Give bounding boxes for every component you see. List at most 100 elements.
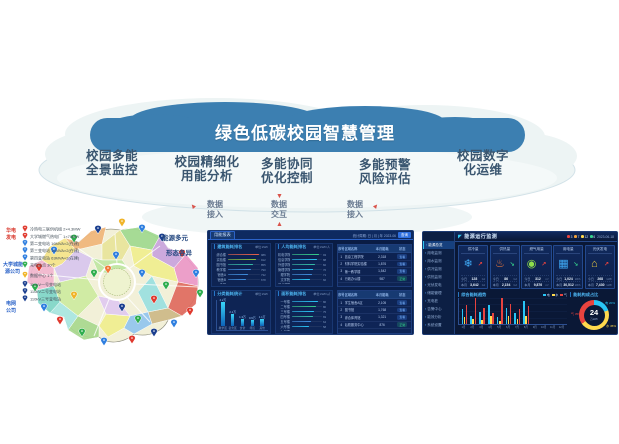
legend-pin-icon: [22, 239, 28, 247]
arrow-down-icon: ▼: [276, 193, 283, 200]
map-pin-icon[interactable]: [50, 246, 58, 256]
table-row: 3 综合体育馆 1,321 查看: [338, 314, 411, 322]
capability-line: 校园数字: [456, 149, 509, 163]
map-pin-icon[interactable]: [78, 328, 86, 338]
trend-arrow-icon: ↗: [603, 262, 609, 269]
sidebar-item[interactable]: ▪ 告警中心: [425, 306, 442, 312]
map-pin-icon[interactable]: [186, 307, 194, 317]
map-pin-icon[interactable]: [56, 316, 64, 326]
legend-item: 电: [543, 293, 550, 297]
status-badge[interactable]: 查看: [397, 307, 408, 313]
legend-text: 110kV一号变电站: [30, 281, 61, 287]
map-pin-icon[interactable]: [162, 281, 170, 291]
connector-data-access-right: 数据 接入: [338, 200, 372, 219]
map-pin-icon[interactable]: [196, 289, 204, 299]
sidebar-item[interactable]: ▪ 供热监测: [425, 274, 442, 280]
map-pin-icon[interactable]: [138, 224, 146, 234]
table-row: 1 信息工程学院 2,318 查看: [338, 253, 411, 261]
capability-line: 校园多能: [85, 149, 138, 163]
map-pin-icon[interactable]: [158, 233, 166, 243]
capability-line: 风险评估: [358, 172, 411, 186]
sidebar-item[interactable]: ▪ 系统设置: [425, 322, 442, 328]
sidebar-item[interactable]: ▪ 充电桩: [425, 298, 439, 304]
kpi-card[interactable]: 光伏发电 ⌂ ↗ 今日 268 kWh 本月 7,430 kWh: [584, 245, 616, 289]
capability-analysis: 校园精细化 用能分析: [153, 155, 261, 183]
legend-text: 第二变电站 16MVA×2(在建): [30, 240, 80, 246]
ranking-table-2: 序号 区域名称 本月能耗 状态 1 学生宿舍A区 2,105 查看 2 图书馆 1,768 查看 3 综合…: [337, 290, 412, 334]
map-pin-icon[interactable]: [150, 328, 158, 338]
trend-title: 综合能耗趋势: [458, 292, 486, 298]
sidebar-item[interactable]: ▪ 光伏发电: [425, 282, 442, 288]
status-badge[interactable]: 查看: [397, 261, 408, 267]
map-pin-icon[interactable]: [112, 251, 120, 261]
legend-item: 水: [551, 293, 558, 297]
status-badge[interactable]: 查看: [397, 254, 408, 259]
donut-section: 能耗构成占比 24 万kWh 电 20% 水 45% 气 35%: [570, 291, 617, 334]
report-tab[interactable]: 用能报表: [210, 231, 235, 240]
status-badge[interactable]: 查看: [397, 314, 408, 320]
alarm-counter: 7: [574, 235, 579, 239]
bar-row: 理学院 71: [280, 272, 327, 278]
bar-group: [495, 297, 504, 324]
legend-pin-icon: [22, 280, 28, 288]
sidebar-item[interactable]: ▪ 供冷监测: [425, 266, 442, 272]
map-pin-icon[interactable]: [35, 263, 43, 273]
central-green: [103, 268, 131, 296]
kpi-card[interactable]: 供冷量 ❄ ↗ 今日 128 GJ 本月 3,642 GJ: [458, 245, 489, 289]
map-caption-1: 能源多元: [162, 233, 189, 242]
bar-group: [513, 298, 522, 324]
kpi-cards: 供冷量 ❄ ↗ 今日 128 GJ 本月 3,642 GJ 供热量 ♨ ↘ 今日 86 GJ 本月 2,154 G…: [458, 245, 616, 289]
column-chart: 4.2万 教学区 2.1万 宿舍区 1.3万 食堂 0.9万 场馆 1.1万 其他: [216, 298, 268, 331]
map-pin-icon[interactable]: [94, 225, 102, 235]
map-pin-icon[interactable]: [118, 218, 126, 228]
legend-pin-icon: [22, 254, 28, 262]
trend-chart: 1月 2月 3月 4月 5月 6月 7月 8月 9月 10月 11月 12月: [458, 297, 567, 329]
status-badge[interactable]: 正常: [397, 276, 408, 282]
status-badge[interactable]: 正常: [397, 322, 408, 328]
legend-pin-icon: [22, 295, 28, 303]
capability-line: 化运维: [463, 163, 503, 177]
map-pin-icon[interactable]: [90, 269, 98, 279]
sidebar-item[interactable]: ▪ 用水监测: [425, 258, 442, 264]
bar-row: 四号楼 69: [280, 314, 327, 320]
status-badge[interactable]: 查看: [397, 268, 408, 274]
sidebar-item[interactable]: ▪ 储能管理: [425, 290, 442, 296]
status-badge[interactable]: 查看: [397, 300, 408, 305]
map-pin-icon[interactable]: [178, 249, 186, 259]
monitor-title: 能源运行监测: [458, 233, 497, 240]
column-bar: 1.3万 食堂: [239, 314, 246, 330]
map-pin-icon[interactable]: [31, 283, 39, 293]
map-pin-icon[interactable]: [134, 315, 142, 325]
map-pin-icon[interactable]: [138, 269, 146, 279]
sidebar-item[interactable]: ▪ 能源总览: [423, 241, 454, 249]
query-button[interactable]: 查询: [398, 231, 411, 239]
table-header-row: 序号 区域名称 本月能耗 状态: [338, 291, 411, 300]
map-pin-icon[interactable]: [70, 234, 78, 244]
trend-x-labels: 1月 2月 3月 4月 5月 6月 7月 8月 9月 10月 11月 12月: [461, 326, 565, 329]
map-pin-icon[interactable]: [40, 303, 48, 313]
map-pin-icon[interactable]: [128, 335, 136, 345]
report-filters[interactable]: 统计周期: 日 | 月 | 年 2023-06: [352, 233, 396, 238]
connector-data-access-left: 数据 接入: [198, 200, 232, 219]
panel-unit: 单位:kWh/人: [313, 245, 330, 249]
kpi-card[interactable]: 燃气用量 ◉ ↗ 今日 312 m³ 本月 9,876 m³: [521, 245, 552, 289]
sidebar-item[interactable]: ▪ 能效分析: [425, 314, 442, 320]
map-pin-icon[interactable]: [104, 265, 112, 275]
kpi-card[interactable]: 用电量 ▦ ↘ 今日 1,024 kWh 本月 30,512 kWh: [553, 245, 584, 289]
bar-row: 外语学院 82: [278, 262, 327, 268]
legend-text: 充电站点 30个: [30, 262, 56, 268]
bar-row: 食堂624: [214, 282, 268, 284]
column-bar: 0.9万 场馆: [248, 316, 256, 330]
map-pin-icon[interactable]: [170, 319, 178, 329]
map-pin-icon[interactable]: [70, 291, 78, 301]
bar-row: 综合楼 986: [216, 252, 266, 258]
map-pin-icon[interactable]: [192, 269, 200, 279]
map-pin-icon[interactable]: [118, 303, 126, 313]
kpi-card[interactable]: 供热量 ♨ ↘ 今日 86 GJ 本月 2,154 GJ: [489, 245, 520, 289]
kpi-icon: ◉: [526, 258, 537, 271]
map-pin-icon[interactable]: [150, 295, 158, 305]
sidebar-item[interactable]: ▪ 用电监测: [425, 250, 442, 256]
map-pin-icon[interactable]: [100, 337, 108, 347]
bar-group: [557, 298, 566, 324]
